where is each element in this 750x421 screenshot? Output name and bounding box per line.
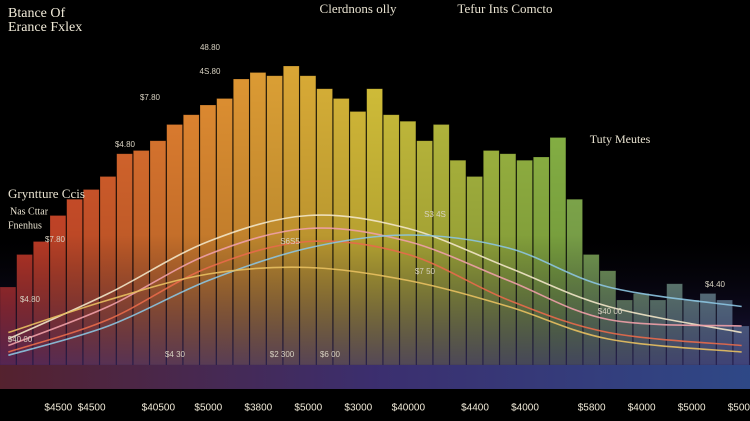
value-note: $4 30 — [165, 350, 186, 359]
series-line — [8, 240, 742, 353]
annotation: Clerdnons olly — [320, 1, 397, 16]
axis-band — [0, 365, 750, 389]
value-note: S6S5 — [280, 237, 300, 246]
annotation: Gryntture Ccis — [8, 186, 85, 201]
value-note: 4S.80 — [200, 67, 221, 76]
value-note: $4.80 — [20, 295, 41, 304]
x-tick-label: $5000 — [194, 403, 222, 414]
annotation: Nas Cttar — [10, 206, 49, 217]
x-tick-label: $3000 — [344, 403, 372, 414]
value-note: $2 300 — [270, 350, 295, 359]
annotation: Tefur Ints Comcto — [457, 1, 552, 16]
x-tick-label: $40500 — [142, 403, 176, 414]
x-tick-label: $4000 — [511, 403, 539, 414]
x-tick-label: $5000 — [728, 403, 750, 414]
value-note: $40 00 — [598, 307, 623, 316]
annotation: Fnenhus — [8, 220, 42, 231]
lines — [8, 214, 742, 357]
x-tick-label: $4500 — [44, 403, 72, 414]
labels: $4500 $4500 $40500 $5000 $3800 $5000 $3000 $400… — [8, 1, 750, 414]
x-tick-label: $4000 — [628, 403, 656, 414]
series-line — [8, 266, 742, 353]
series-line — [8, 234, 742, 357]
series-line — [8, 214, 742, 340]
value-note: $4.80 — [115, 140, 136, 149]
annotation: Tuty Meutes — [590, 132, 651, 146]
x-tick-label: $4500 — [78, 403, 106, 414]
chart-title: Btance Of — [8, 6, 65, 21]
shade — [0, 40, 750, 365]
value-note: $4.40 — [705, 280, 726, 289]
x-tick-label: $5800 — [578, 403, 606, 414]
value-note: S3 4S — [424, 210, 446, 219]
x-tick-label: $40000 — [392, 403, 426, 414]
value-note: $7.80 — [45, 235, 66, 244]
value-note: $40 00 — [8, 335, 33, 344]
value-note: $7 50 — [415, 267, 436, 276]
value-note: 48.80 — [200, 43, 221, 52]
x-tick-label: $4400 — [461, 403, 489, 414]
value-note: $7.80 — [140, 93, 161, 102]
x-tick-label: $5000 — [294, 403, 322, 414]
series-line — [8, 227, 742, 347]
x-tick-label: $5000 — [678, 403, 706, 414]
chart-subtitle: Erance Fxlex — [8, 20, 82, 35]
value-note: $6 00 — [320, 350, 341, 359]
x-tick-label: $3800 — [244, 403, 272, 414]
